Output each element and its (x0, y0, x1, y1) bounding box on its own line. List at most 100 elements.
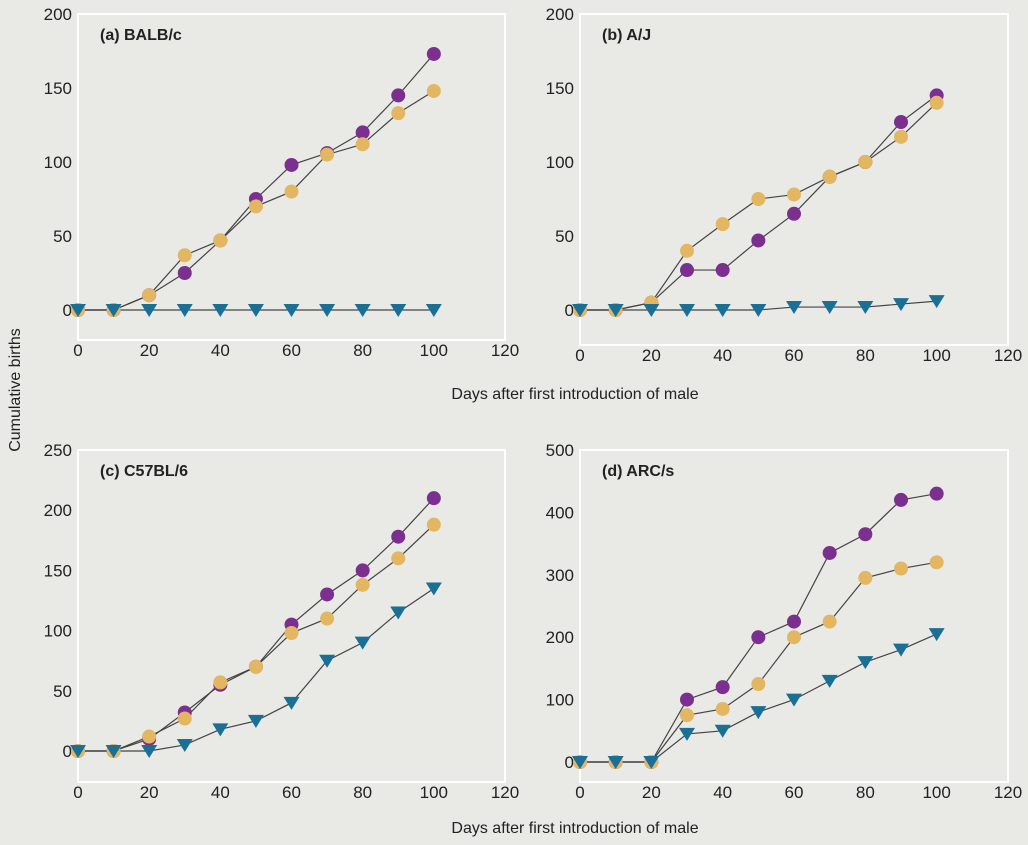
data-point-tan (248, 199, 263, 214)
data-point-teal (70, 745, 86, 758)
data-point-tan (177, 248, 192, 263)
data-point-teal (750, 304, 767, 317)
data-point-teal (928, 628, 945, 642)
data-point-teal (319, 304, 336, 317)
data-point-teal (857, 301, 874, 315)
x-tick-label: 40 (713, 783, 732, 802)
x-tick-label: 0 (575, 346, 584, 365)
data-point-tan (284, 626, 299, 641)
x-tick-label: 40 (211, 341, 230, 360)
data-point-teal (607, 756, 624, 769)
data-point-teal (176, 738, 193, 752)
data-point-teal (176, 304, 193, 317)
data-point-tan (142, 729, 157, 744)
y-tick-label: 50 (53, 227, 72, 246)
data-point-tan (751, 192, 766, 206)
data-point-teal (354, 304, 371, 317)
x-tick-label: 0 (73, 341, 82, 360)
x-tick-label: 100 (922, 346, 950, 365)
y-tick-label: 300 (546, 566, 574, 585)
x-tick-label: 40 (211, 783, 230, 802)
y-tick-label: 200 (546, 5, 574, 24)
data-point-tan (787, 187, 801, 202)
data-point-purple (858, 527, 873, 542)
data-point-purple (391, 529, 406, 544)
data-point-purple (715, 680, 730, 695)
x-tick-label: 80 (353, 783, 372, 802)
x-tick-label: 120 (491, 341, 519, 360)
y-tick-label: 0 (565, 301, 574, 320)
x-tick-label: 60 (785, 783, 804, 802)
data-point-tan (355, 577, 370, 592)
data-point-tan (426, 517, 441, 532)
series-line-tan (580, 102, 938, 311)
data-point-teal (105, 304, 122, 317)
y-tick-label: 100 (546, 153, 574, 172)
data-point-tan (177, 711, 192, 726)
data-point-teal (390, 304, 407, 317)
y-tick-label: 0 (565, 753, 574, 772)
data-point-teal (679, 727, 695, 741)
x-tick-label: 80 (856, 783, 875, 802)
data-point-teal (750, 706, 767, 720)
data-point-teal (105, 745, 122, 758)
data-point-teal (821, 301, 838, 315)
x-tick-label: 20 (140, 341, 159, 360)
x-tick-label: 0 (73, 783, 82, 802)
data-point-teal (425, 582, 442, 596)
y-tick-label: 200 (44, 501, 72, 520)
data-point-purple (929, 486, 944, 501)
data-point-teal (354, 636, 371, 650)
x-tick-label: 120 (491, 783, 519, 802)
data-point-purple (787, 614, 801, 629)
data-point-teal (572, 756, 588, 769)
data-point-tan (822, 614, 837, 629)
y-tick-label: 100 (44, 153, 72, 172)
data-point-tan (787, 630, 801, 645)
data-point-teal (643, 756, 660, 769)
data-point-purple (751, 630, 766, 645)
x-axis-label-bottom: Days after first introduction of male (451, 820, 698, 837)
y-tick-label: 200 (44, 5, 72, 24)
y-tick-label: 200 (546, 628, 574, 647)
data-point-tan (320, 147, 335, 162)
y-tick-label: 500 (546, 441, 574, 460)
y-tick-label: 50 (555, 227, 574, 246)
panel-d-arc-s: 0 100 200 300 400 500 0 20 40 60 80 100 120 (d) ARC/s (546, 441, 1023, 802)
series-line-purple (78, 53, 435, 311)
data-point-purple (715, 263, 730, 278)
data-point-purple (680, 692, 694, 707)
y-tick-label: 100 (546, 691, 574, 710)
panel-c-c57bl-6: 0 50 100 150 200 250 0 20 40 60 80 100 120 (c) C57BL/… (44, 441, 520, 802)
data-point-teal (247, 714, 264, 728)
data-point-teal (714, 304, 731, 317)
data-point-teal (857, 656, 874, 670)
x-tick-label: 20 (642, 346, 661, 365)
panel-title: (b) A/J (602, 27, 651, 44)
y-tick-label: 100 (44, 622, 72, 641)
data-point-teal (212, 723, 229, 737)
data-point-tan (680, 243, 694, 258)
data-point-tan (858, 570, 873, 585)
y-tick-label: 150 (44, 79, 72, 98)
x-tick-label: 120 (994, 783, 1022, 802)
data-point-tan (715, 701, 730, 716)
x-tick-label: 100 (420, 783, 448, 802)
data-point-tan (284, 184, 299, 199)
series-line-teal (580, 633, 937, 763)
panel-frame (579, 13, 1009, 346)
data-point-teal (247, 304, 264, 317)
x-tick-label: 60 (785, 346, 804, 365)
data-point-tan (391, 106, 406, 121)
data-point-purple (426, 46, 441, 61)
data-point-teal (714, 724, 731, 738)
x-tick-label: 0 (575, 783, 584, 802)
data-point-teal (893, 298, 909, 312)
data-point-tan (822, 169, 837, 184)
x-tick-label: 80 (856, 346, 875, 365)
y-axis-label: Cumulative births (7, 328, 24, 452)
data-point-purple (320, 587, 335, 602)
data-point-teal (141, 304, 158, 317)
data-point-teal (928, 295, 945, 309)
data-point-purple (355, 125, 370, 140)
